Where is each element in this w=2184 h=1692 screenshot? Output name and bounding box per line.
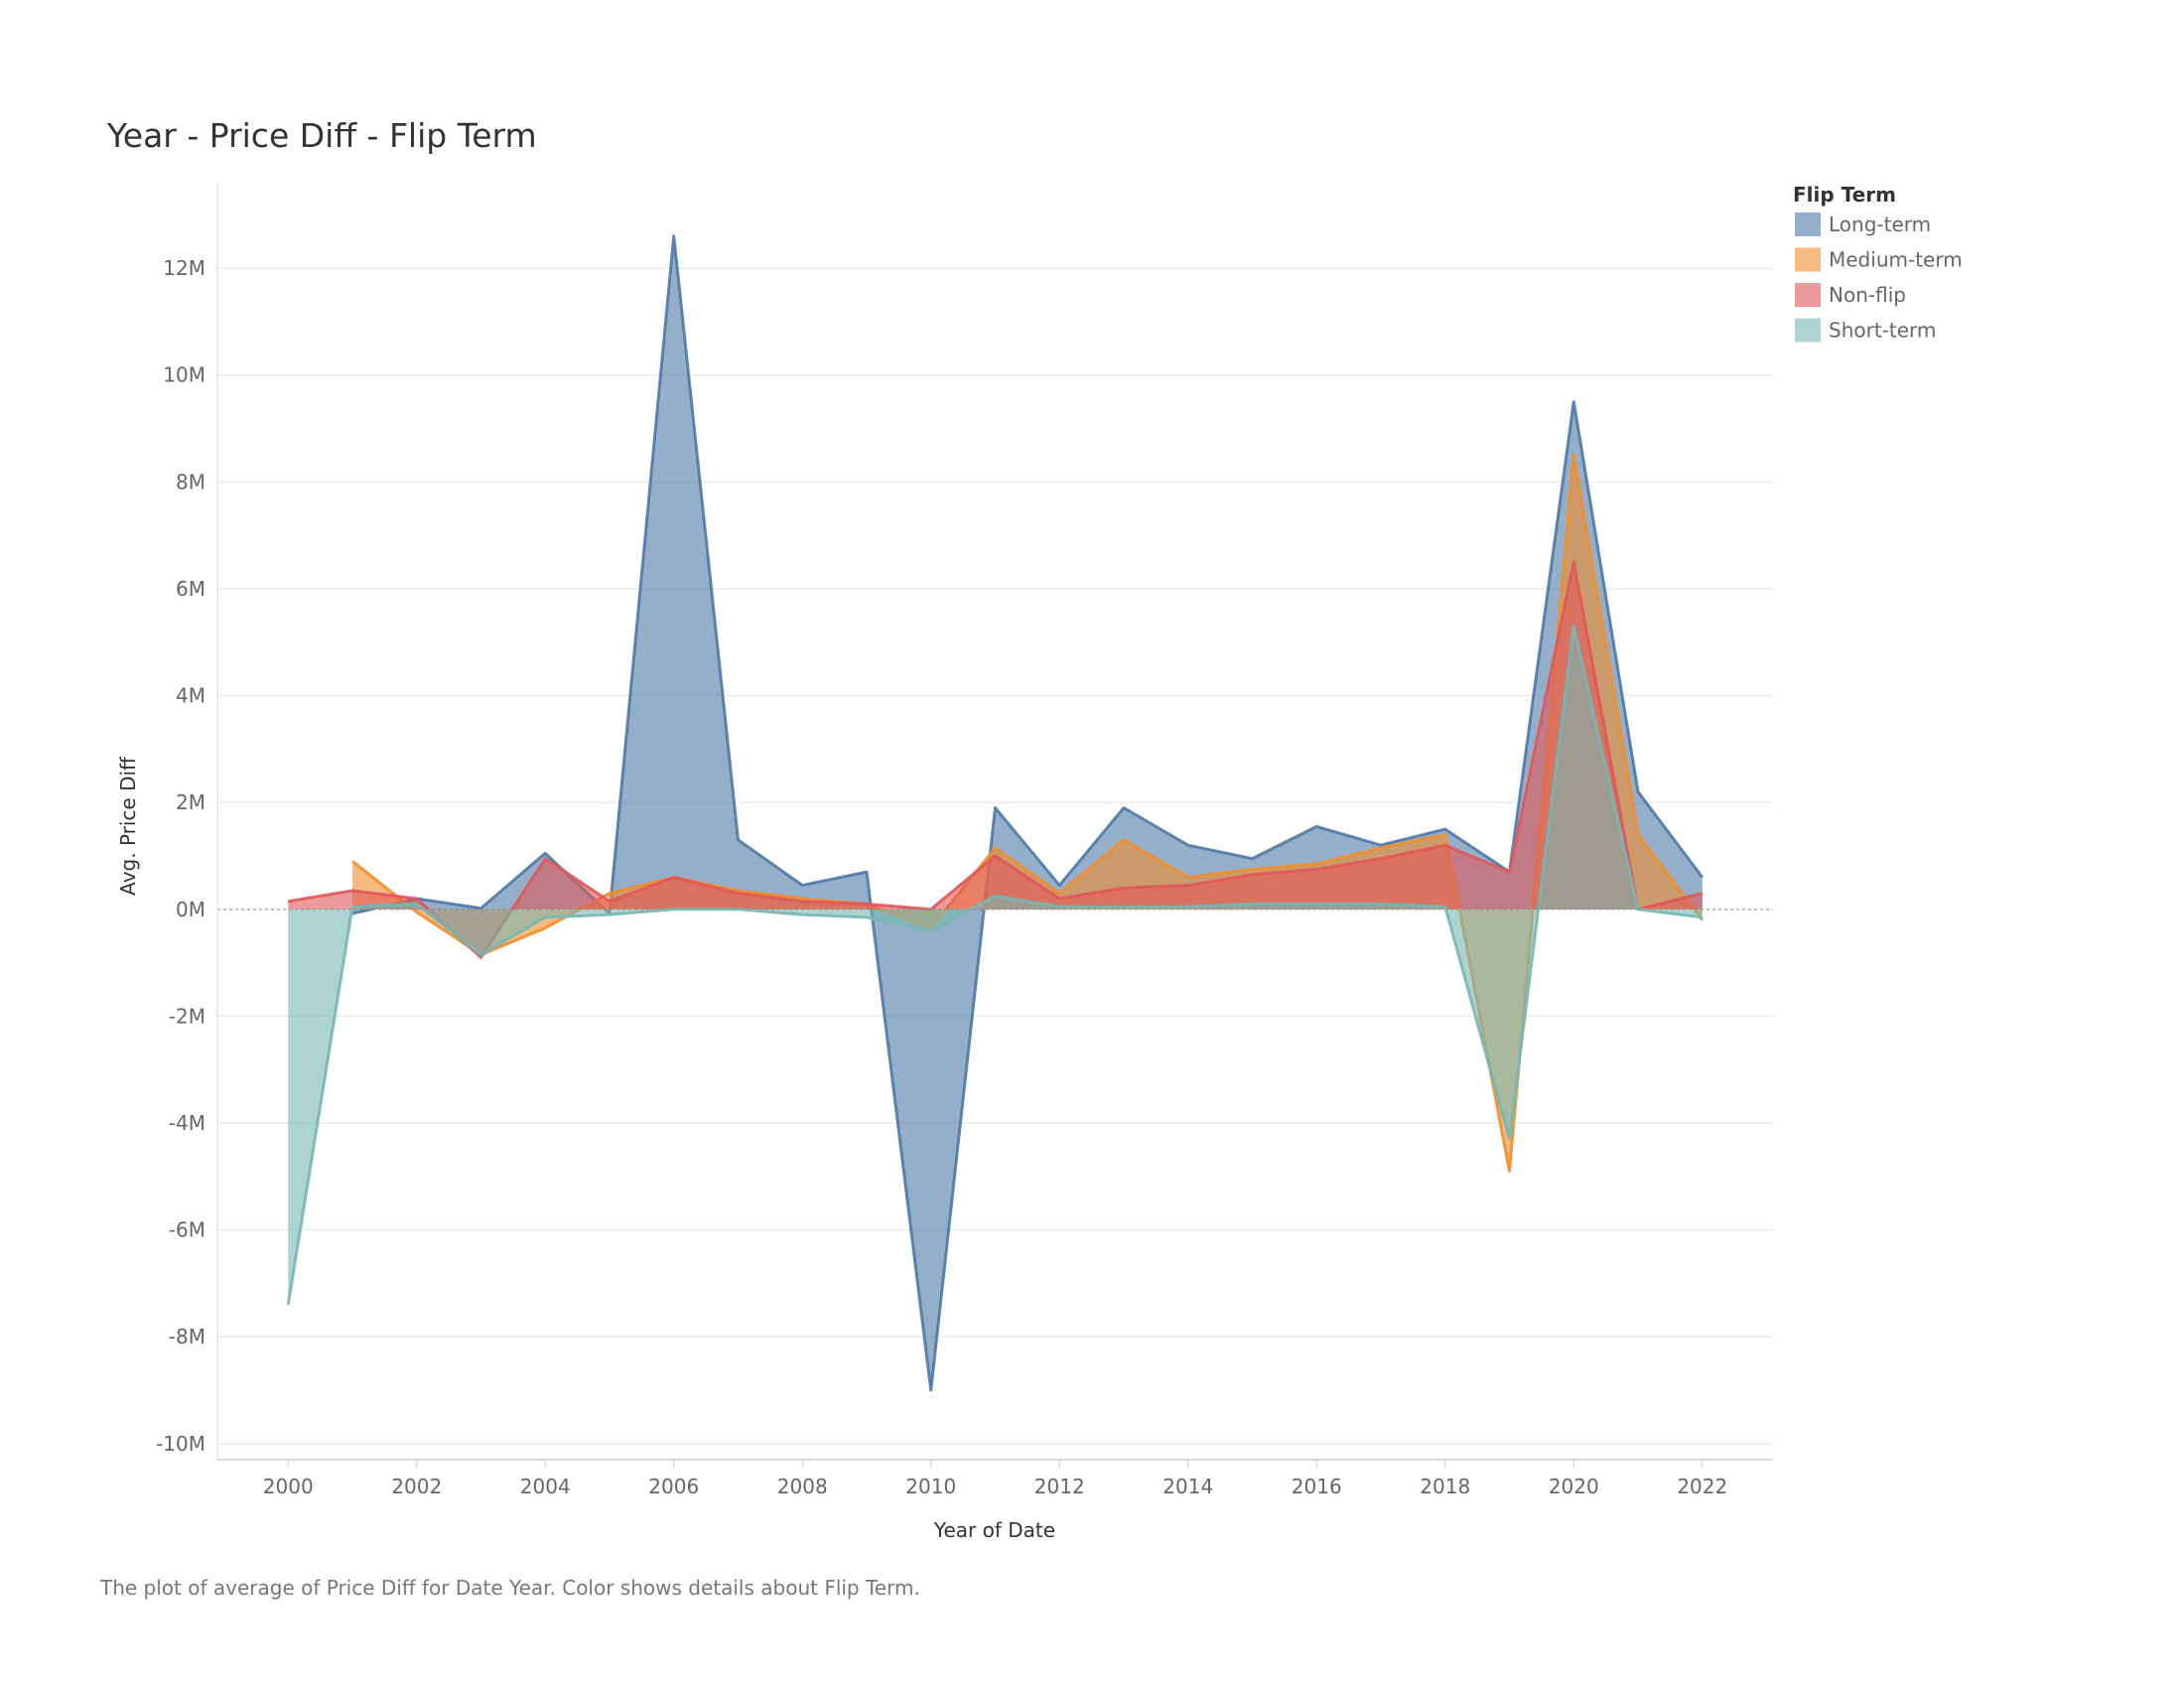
y-tick-label: -6M bbox=[169, 1218, 205, 1242]
y-tick-label: 12M bbox=[163, 256, 205, 280]
chart-title: Year - Price Diff - Flip Term bbox=[106, 116, 537, 155]
x-tick-label: 2008 bbox=[777, 1475, 828, 1498]
legend-label: Short-term bbox=[1829, 319, 1936, 343]
legend-swatch bbox=[1795, 283, 1821, 307]
x-tick-label: 2022 bbox=[1677, 1475, 1727, 1498]
x-tick-label: 2016 bbox=[1292, 1475, 1342, 1498]
x-tick-label: 2020 bbox=[1549, 1475, 1599, 1498]
x-tick-label: 2018 bbox=[1420, 1475, 1470, 1498]
x-tick-label: 2006 bbox=[648, 1475, 699, 1498]
area bbox=[288, 562, 1703, 958]
y-axis-label: Avg. Price Diff bbox=[116, 756, 140, 896]
y-tick-label: -4M bbox=[169, 1111, 205, 1135]
area bbox=[288, 626, 1703, 1305]
y-tick-label: 10M bbox=[163, 363, 205, 387]
y-tick-label: -10M bbox=[156, 1432, 205, 1456]
legend-title: Flip Term bbox=[1793, 183, 1896, 207]
y-tick-label: 6M bbox=[176, 577, 205, 601]
x-tick-label: 2010 bbox=[905, 1475, 956, 1498]
y-tick-label: 0M bbox=[176, 898, 205, 921]
legend-swatch bbox=[1795, 247, 1821, 272]
y-tick-label: 4M bbox=[176, 684, 205, 708]
x-tick-label: 2012 bbox=[1034, 1475, 1085, 1498]
x-tick-label: 2004 bbox=[520, 1475, 571, 1498]
legend-swatch bbox=[1795, 318, 1821, 343]
legend-label: Non-flip bbox=[1829, 283, 1906, 307]
area-line bbox=[286, 625, 1703, 1306]
y-tick-label: -2M bbox=[169, 1004, 205, 1028]
area-line bbox=[287, 560, 1704, 959]
area-line bbox=[351, 234, 1704, 1392]
area bbox=[351, 235, 1703, 1391]
x-tick-label: 2014 bbox=[1162, 1475, 1213, 1498]
x-axis-label: Year of Date bbox=[933, 1518, 1055, 1542]
y-tick-label: 8M bbox=[176, 470, 205, 494]
y-tick-label: 2M bbox=[176, 790, 205, 814]
legend-label: Medium-term bbox=[1829, 248, 1963, 272]
x-tick-label: 2000 bbox=[263, 1475, 314, 1498]
legend-swatch bbox=[1795, 212, 1821, 236]
legend-label: Long-term bbox=[1829, 212, 1931, 236]
x-tick-label: 2002 bbox=[391, 1475, 442, 1498]
y-tick-label: -8M bbox=[169, 1325, 205, 1348]
caption: The plot of average of Price Diff for Da… bbox=[99, 1576, 920, 1600]
